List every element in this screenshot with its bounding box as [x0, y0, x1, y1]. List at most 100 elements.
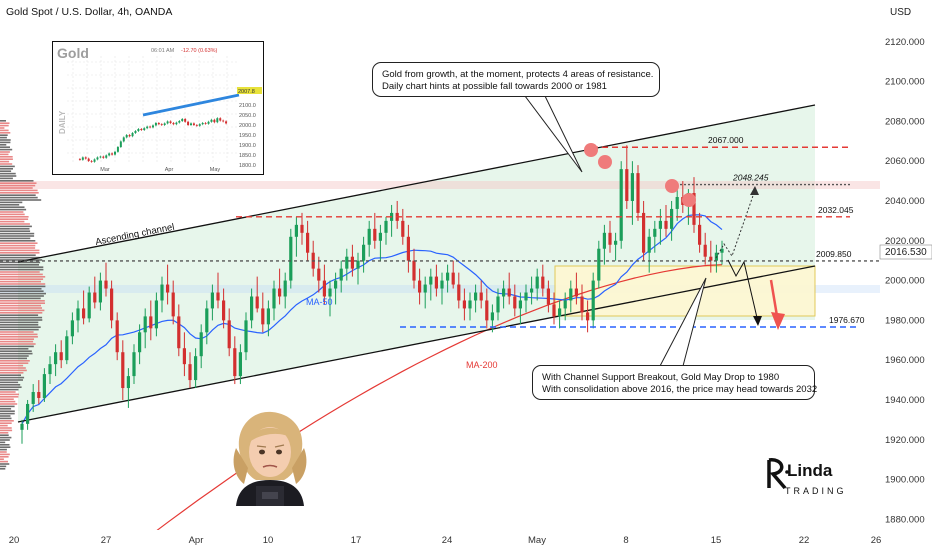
- candle-body[interactable]: [154, 300, 158, 329]
- candle-body[interactable]: [608, 232, 612, 245]
- candle-body[interactable]: [227, 320, 231, 349]
- candle-body[interactable]: [384, 220, 388, 233]
- candle-body[interactable]: [306, 232, 310, 253]
- candle-body[interactable]: [703, 244, 707, 257]
- candle-body[interactable]: [54, 352, 58, 365]
- candle-body[interactable]: [658, 220, 662, 229]
- candle-body[interactable]: [586, 312, 590, 321]
- candle-body[interactable]: [591, 280, 595, 321]
- candle-body[interactable]: [541, 276, 545, 289]
- candle-body[interactable]: [373, 228, 377, 241]
- candle-body[interactable]: [664, 220, 668, 229]
- candle-body[interactable]: [42, 374, 46, 398]
- candle-body[interactable]: [518, 300, 522, 309]
- candle-body[interactable]: [507, 288, 511, 297]
- candle-body[interactable]: [345, 256, 349, 269]
- price-axis[interactable]: [880, 0, 932, 530]
- candle-body[interactable]: [647, 236, 651, 253]
- candle-body[interactable]: [115, 320, 119, 353]
- candle-body[interactable]: [434, 276, 438, 289]
- candle-body[interactable]: [446, 272, 450, 281]
- candle-body[interactable]: [334, 280, 338, 289]
- candle-body[interactable]: [317, 268, 321, 281]
- candle-body[interactable]: [524, 292, 528, 301]
- candle-body[interactable]: [166, 284, 170, 293]
- candle-body[interactable]: [322, 280, 326, 297]
- candle-body[interactable]: [222, 300, 226, 321]
- candle-body[interactable]: [401, 220, 405, 237]
- candle-body[interactable]: [199, 332, 203, 357]
- candle-body[interactable]: [356, 260, 360, 269]
- candle-body[interactable]: [378, 232, 382, 241]
- candle-body[interactable]: [188, 364, 192, 381]
- candle-body[interactable]: [233, 348, 237, 377]
- candle-body[interactable]: [350, 256, 354, 269]
- candle-body[interactable]: [87, 292, 91, 319]
- candle-body[interactable]: [294, 224, 298, 237]
- candle-body[interactable]: [720, 248, 724, 253]
- candle-body[interactable]: [149, 316, 153, 329]
- candle-body[interactable]: [692, 193, 696, 225]
- candle-body[interactable]: [138, 332, 142, 353]
- candle-body[interactable]: [362, 244, 366, 261]
- candle-body[interactable]: [143, 316, 147, 333]
- candle-body[interactable]: [462, 300, 466, 309]
- candle-body[interactable]: [250, 296, 254, 321]
- candle-body[interactable]: [93, 292, 97, 303]
- candle-body[interactable]: [625, 169, 629, 201]
- candle-body[interactable]: [630, 173, 634, 201]
- candle-body[interactable]: [496, 296, 500, 313]
- candle-body[interactable]: [485, 300, 489, 321]
- candle-body[interactable]: [65, 336, 69, 361]
- candle-body[interactable]: [272, 288, 276, 309]
- candle-body[interactable]: [289, 236, 293, 281]
- candle-body[interactable]: [283, 280, 287, 297]
- candle-body[interactable]: [255, 296, 259, 309]
- candle-body[interactable]: [104, 280, 108, 289]
- candle-body[interactable]: [636, 173, 640, 213]
- candle-body[interactable]: [160, 284, 164, 301]
- candle-body[interactable]: [59, 352, 63, 361]
- candle-body[interactable]: [121, 352, 125, 389]
- candle-body[interactable]: [328, 288, 332, 297]
- candle-body[interactable]: [530, 288, 534, 293]
- candle-body[interactable]: [474, 292, 478, 301]
- candle-body[interactable]: [177, 316, 181, 349]
- candle-body[interactable]: [76, 308, 80, 321]
- candlesticks[interactable]: [20, 145, 724, 444]
- candle-body[interactable]: [244, 320, 248, 353]
- candle-body[interactable]: [266, 308, 270, 325]
- candle-body[interactable]: [558, 308, 562, 317]
- candle-body[interactable]: [619, 169, 623, 241]
- candle-body[interactable]: [37, 392, 41, 398]
- candle-body[interactable]: [70, 320, 74, 337]
- candle-body[interactable]: [261, 308, 265, 325]
- candle-body[interactable]: [552, 304, 556, 317]
- candle-body[interactable]: [490, 312, 494, 321]
- candle-body[interactable]: [569, 288, 573, 301]
- candle-body[interactable]: [597, 248, 601, 281]
- candle-body[interactable]: [300, 224, 304, 233]
- candle-body[interactable]: [31, 392, 35, 404]
- candle-body[interactable]: [546, 288, 550, 305]
- candle-body[interactable]: [642, 212, 646, 253]
- candle-body[interactable]: [210, 292, 214, 309]
- candle-body[interactable]: [26, 403, 30, 424]
- candle-body[interactable]: [429, 276, 433, 285]
- candle-body[interactable]: [367, 228, 371, 245]
- candle-body[interactable]: [513, 296, 517, 309]
- candle-body[interactable]: [418, 280, 422, 293]
- candle-body[interactable]: [479, 292, 483, 301]
- candle-body[interactable]: [171, 292, 175, 317]
- candle-body[interactable]: [339, 268, 343, 281]
- candle-body[interactable]: [412, 260, 416, 281]
- candle-body[interactable]: [278, 288, 282, 297]
- candle-body[interactable]: [110, 288, 114, 321]
- candle-body[interactable]: [563, 300, 567, 309]
- candle-body[interactable]: [126, 376, 130, 389]
- candle-body[interactable]: [698, 224, 702, 245]
- candle-body[interactable]: [194, 356, 198, 381]
- candle-body[interactable]: [216, 292, 220, 301]
- candle-body[interactable]: [675, 196, 679, 209]
- candle-body[interactable]: [182, 348, 186, 365]
